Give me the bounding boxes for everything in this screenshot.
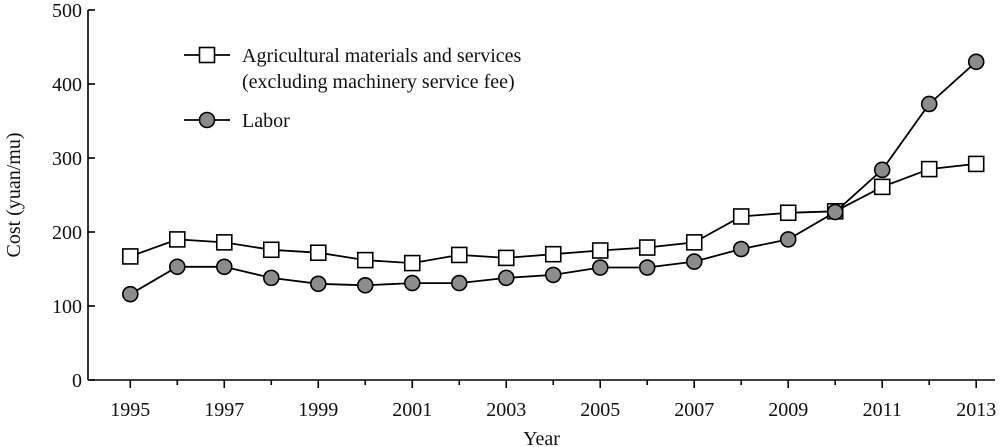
x-tick-label: 2009 xyxy=(768,399,808,421)
legend-item: Labor xyxy=(184,110,290,132)
x-tick-label: 2007 xyxy=(674,399,714,421)
data-point xyxy=(121,285,139,303)
data-point xyxy=(685,253,703,270)
x-tick-label: 2005 xyxy=(580,399,620,421)
data-point xyxy=(826,203,844,221)
data-point xyxy=(262,241,280,259)
x-tick-label: 1997 xyxy=(204,399,244,421)
data-point xyxy=(544,245,562,263)
data-point xyxy=(873,178,891,196)
data-point xyxy=(168,258,186,276)
data-point xyxy=(309,244,327,262)
data-point xyxy=(591,259,609,276)
data-point xyxy=(732,240,750,258)
data-point xyxy=(215,258,233,276)
legend-label: Agricultural materials and services xyxy=(242,45,522,67)
data-point xyxy=(967,53,985,71)
data-point xyxy=(591,242,609,259)
series-group xyxy=(121,53,985,303)
x-tick-label: 2011 xyxy=(863,399,902,421)
data-point xyxy=(732,208,750,225)
legend-marker xyxy=(198,111,216,129)
data-point xyxy=(779,204,797,222)
x-tick-label: 1999 xyxy=(298,399,338,421)
legend-marker xyxy=(198,46,216,64)
data-point xyxy=(309,275,327,293)
data-point xyxy=(638,239,656,256)
data-point xyxy=(403,274,421,292)
data-point xyxy=(685,234,703,251)
y-tick-label: 500 xyxy=(52,0,82,22)
data-point xyxy=(873,161,891,179)
y-tick-label: 100 xyxy=(52,296,82,318)
x-axis-label: Year xyxy=(523,428,560,447)
data-point xyxy=(356,276,374,294)
x-tick-label: 2001 xyxy=(392,399,432,421)
x-tick-label: 2013 xyxy=(956,399,996,421)
series-labor xyxy=(121,53,985,303)
data-point xyxy=(920,160,938,178)
x-tick-label: 2003 xyxy=(486,399,526,421)
x-ticks: 1995 1997 1999 2001 2003 2005 2007 2009 2011 2013 xyxy=(110,380,996,421)
y-tick-label: 400 xyxy=(52,74,82,96)
data-point xyxy=(920,95,938,113)
series-materials xyxy=(121,155,985,272)
data-point xyxy=(168,231,186,248)
data-point xyxy=(121,248,139,265)
data-point xyxy=(967,155,985,173)
legend-item: Agricultural materials and services (excl… xyxy=(184,45,522,93)
data-point xyxy=(638,259,656,276)
data-point xyxy=(262,269,280,287)
legend-label: Labor xyxy=(242,110,290,132)
data-point xyxy=(450,274,468,292)
y-tick-label: 300 xyxy=(52,148,82,170)
legend: Agricultural materials and services (excl… xyxy=(184,45,522,132)
data-point xyxy=(450,246,468,264)
data-point xyxy=(403,254,421,272)
data-point xyxy=(497,269,515,287)
data-point xyxy=(215,234,233,251)
y-ticks: 0 100 200 300 400 500 xyxy=(52,0,95,392)
legend-label: (excluding machinery service fee) xyxy=(242,71,515,93)
data-point xyxy=(356,251,374,269)
data-point xyxy=(544,266,562,284)
axes xyxy=(87,10,995,381)
y-tick-label: 0 xyxy=(72,370,82,392)
data-point xyxy=(779,231,797,248)
x-tick-label: 1995 xyxy=(110,399,150,421)
y-tick-label: 200 xyxy=(52,222,82,244)
y-axis-label: Cost (yuan/mu) xyxy=(3,133,25,258)
data-point xyxy=(497,249,515,267)
